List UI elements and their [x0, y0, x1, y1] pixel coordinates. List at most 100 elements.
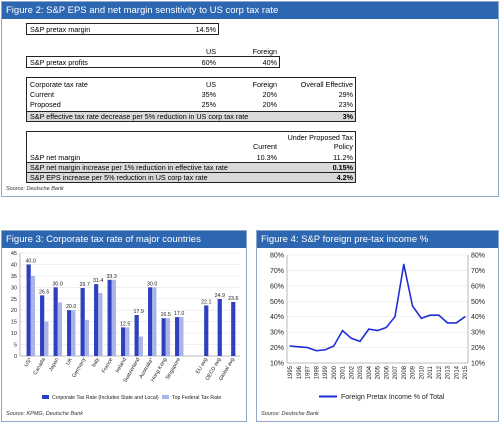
data-point — [333, 345, 335, 347]
tax-header-label: Corporate tax rate — [30, 80, 88, 89]
bar-federal-tax — [44, 321, 49, 356]
eps-increase-label: S&P EPS increase per 5% reduction in US … — [30, 173, 208, 182]
data-point — [324, 349, 326, 351]
y-tick-label: 35 — [11, 274, 17, 280]
eps-increase-row — [26, 172, 356, 183]
proposed-foreign: 20% — [262, 100, 277, 109]
bar-federal-tax — [179, 317, 184, 356]
bar-corporate-tax — [175, 317, 180, 356]
x-tick-label: 2005 — [376, 365, 382, 379]
bar-federal-tax — [30, 275, 35, 356]
data-point — [411, 305, 414, 307]
proposed-overall: 23% — [338, 100, 353, 109]
x-tick-label: 2015 — [463, 365, 469, 379]
bar-value-label: 40.0 — [25, 258, 35, 264]
pretax-profits-label: S&P pretax profits — [30, 58, 88, 67]
line-series-foreign-pretax — [289, 264, 466, 352]
x-tick-label: 1999 — [323, 365, 329, 379]
x-tick-label: 2004 — [367, 365, 373, 379]
y-tick-label: 5 — [14, 343, 17, 349]
figure-4-title: Figure 4: S&P foreign pre-tax income % — [257, 231, 498, 248]
current-col-header: Current — [253, 142, 277, 151]
bar-corporate-tax — [67, 310, 72, 356]
y-tick-label: 10 — [11, 331, 17, 337]
net-margin-current: 10.3% — [256, 153, 277, 162]
x-category-label: Italy — [91, 357, 101, 369]
x-tick-label: 1997 — [306, 365, 312, 379]
data-point — [385, 326, 387, 329]
y-tick-label-right: 20% — [471, 345, 485, 352]
figure-3-source: Source: KPMG, Deutsche Bank — [6, 411, 84, 417]
x-category-label: UK — [65, 357, 74, 367]
data-point — [403, 263, 405, 265]
data-point — [306, 346, 309, 349]
bar-corporate-tax — [94, 284, 99, 356]
y-tick-label-right: 50% — [471, 299, 485, 306]
profits-col-foreign: Foreign — [252, 47, 277, 56]
bar-value-label: 17.9 — [133, 309, 143, 315]
tax-col-us: US — [206, 80, 216, 89]
y-tick-label-left: 10% — [270, 361, 284, 368]
x-category-label: Ireland — [115, 357, 128, 374]
data-point — [394, 316, 396, 318]
bar-value-label: 23.6 — [228, 296, 238, 302]
figure-3-title: Figure 3: Corporate tax rate of major co… — [2, 231, 246, 248]
data-point — [464, 316, 466, 318]
bar-corporate-tax — [148, 287, 153, 356]
data-point — [289, 345, 291, 347]
data-point — [455, 322, 457, 324]
data-point — [298, 346, 300, 348]
y-tick-label: 40 — [11, 262, 17, 268]
y-tick-label-right: 30% — [471, 330, 485, 337]
y-tick-label: 0 — [14, 354, 17, 360]
x-tick-label: 2013 — [446, 365, 452, 379]
bar-value-label: 31.4 — [93, 278, 103, 284]
bar-federal-tax — [138, 336, 143, 356]
legend-swatch-corporate-tax — [42, 395, 49, 399]
figure-2-source: Source: Deutsche Bank — [6, 186, 64, 192]
figure-3-panel: Figure 3: Corporate tax rate of major co… — [1, 230, 247, 422]
data-point — [376, 330, 379, 332]
bar-value-label: 33.3 — [106, 274, 116, 280]
x-tick-label: 2003 — [358, 365, 364, 379]
bar-federal-tax — [152, 287, 157, 356]
bar-value-label: 24.9 — [215, 293, 225, 299]
bar-corporate-tax — [80, 288, 85, 356]
figure-4-panel: Figure 4: S&P foreign pre-tax income % 1… — [256, 230, 499, 422]
bar-federal-tax — [98, 293, 103, 356]
net-margin-increase-value: 0.15% — [332, 163, 353, 172]
bar-corporate-tax — [231, 301, 236, 356]
current-us: 35% — [201, 90, 216, 99]
net-margin-label: S&P net margin — [30, 153, 81, 162]
x-tick-label: 1998 — [314, 365, 320, 379]
bar-value-label: 16.5 — [160, 312, 170, 318]
bar-value-label: 22.1 — [201, 299, 211, 305]
x-tick-label: 2002 — [349, 365, 355, 379]
data-point — [420, 317, 422, 319]
y-tick-label: 30 — [11, 285, 17, 291]
y-tick-label-left: 20% — [270, 345, 284, 352]
x-tick-label: 1995 — [288, 365, 294, 379]
y-tick-label-right: 60% — [471, 283, 485, 290]
figure-2-title: Figure 2: S&P EPS and net margin sensiti… — [2, 2, 498, 19]
x-tick-label: 2009 — [411, 365, 417, 379]
bar-value-label: 20.0 — [66, 304, 76, 310]
pretax-margin-value: 14.5% — [195, 25, 216, 34]
y-tick-label-left: 30% — [270, 330, 284, 337]
net-margin-increase-label: S&P net margin increase per 1% reduction… — [30, 163, 228, 172]
bar-federal-tax — [165, 318, 170, 356]
bar-corporate-tax — [134, 315, 139, 356]
legend-label: Foreign Pretax Income % of Total — [341, 394, 445, 401]
bar-federal-tax — [125, 327, 130, 356]
y-tick-label: 45 — [11, 251, 17, 257]
y-tick-label-left: 80% — [270, 253, 284, 260]
under-proposed-header-1: Under Proposed Tax — [287, 133, 353, 142]
current-overall: 29% — [338, 90, 353, 99]
y-tick-label: 25 — [11, 297, 17, 303]
pretax-profits-box — [26, 56, 280, 68]
data-point — [359, 340, 361, 342]
pretax-margin-label: S&P pretax margin — [30, 25, 91, 34]
bar-federal-tax — [71, 310, 76, 356]
data-point — [446, 322, 449, 324]
y-tick-label-left: 70% — [270, 268, 284, 275]
